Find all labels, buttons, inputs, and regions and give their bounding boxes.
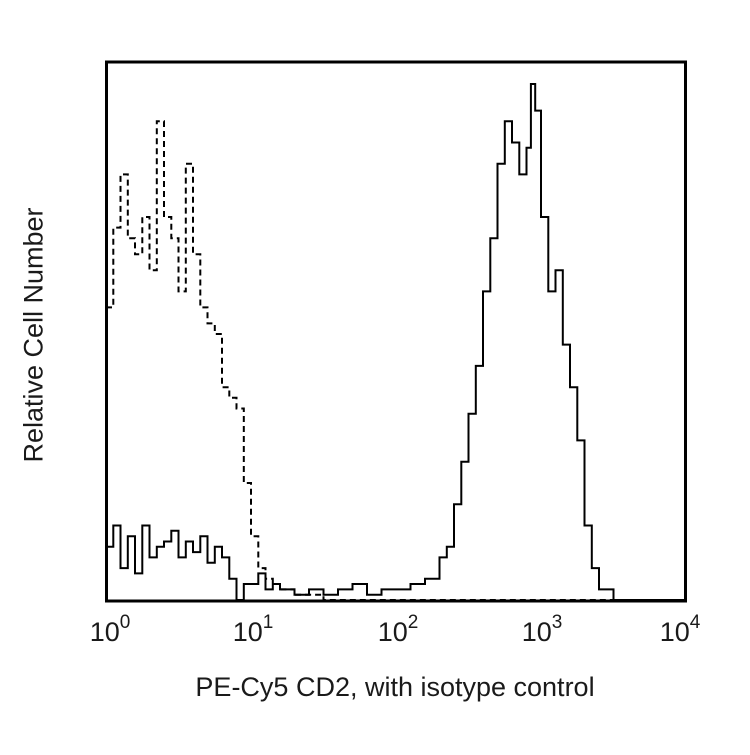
x-axis-label: PE-Cy5 CD2, with isotype control	[195, 672, 595, 702]
series-layer	[106, 83, 686, 601]
plot-frame	[105, 60, 687, 603]
cd2-series	[106, 83, 686, 601]
x-tick-label: 100	[89, 612, 131, 647]
x-tick-label: 104	[659, 612, 701, 647]
x-tick-label: 102	[377, 612, 419, 647]
isotype-control-series	[106, 120, 686, 601]
x-tick-label: 101	[232, 612, 274, 647]
x-tick-label: 103	[521, 612, 563, 647]
y-axis-label: Relative Cell Number	[18, 207, 49, 463]
